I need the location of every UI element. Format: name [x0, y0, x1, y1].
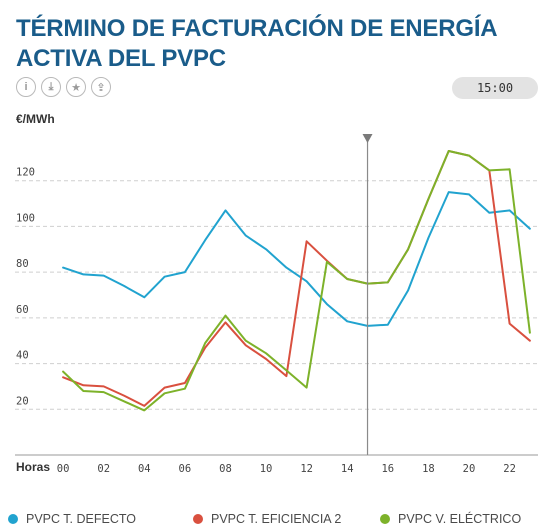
time-cursor-marker [362, 134, 373, 143]
series-line-2 [62, 150, 531, 407]
x-tick-label: 14 [341, 463, 354, 475]
x-tick-label: 04 [138, 463, 151, 475]
legend-item-2[interactable]: PVPC T. EFICIENCIA 2 [193, 512, 341, 526]
legend-label: PVPC V. ELÉCTRICO [398, 512, 522, 526]
legend-item-3[interactable]: PVPC V. ELÉCTRICO [380, 512, 521, 526]
info-icon[interactable]: i [16, 77, 36, 97]
legend-dot [380, 514, 390, 524]
x-tick-label: 22 [503, 463, 516, 475]
y-axis-label: €/MWh [16, 112, 55, 126]
x-tick-label: 00 [57, 463, 70, 475]
y-tick-label: 80 [16, 258, 29, 270]
legend-dot [8, 514, 18, 524]
x-tick-label: 08 [219, 463, 232, 475]
y-tick-label: 120 [16, 167, 35, 179]
x-axis-label: Horas [16, 460, 50, 474]
legend-label: PVPC T. EFICIENCIA 2 [211, 512, 342, 526]
series-line-1 [62, 191, 531, 327]
action-icons: i ⤓ ★ ⇪ [16, 77, 111, 97]
y-tick-label: 40 [16, 350, 29, 362]
y-tick-label: 60 [16, 304, 29, 316]
line-chart: 20 40 60 80 100 120 Horas 00 02 04 06 08 10 12 14 16 18 2… [15, 134, 538, 475]
download-icon[interactable]: ⤓ [41, 77, 61, 97]
x-tick-label: 16 [381, 463, 394, 475]
x-tick-label: 12 [300, 463, 313, 475]
y-tick-label: 100 [16, 212, 35, 224]
chart-title: TÉRMINO DE FACTURACIÓN DE ENERGÍA ACTIVA… [16, 15, 497, 72]
x-tick-label: 18 [422, 463, 435, 475]
legend-label: PVPC T. DEFECTO [26, 512, 136, 526]
star-icon[interactable]: ★ [66, 77, 86, 97]
legend: PVPC T. DEFECTO PVPC T. EFICIENCIA 2 PVPC … [0, 512, 547, 531]
y-tick-label: 20 [16, 395, 29, 407]
time-badge[interactable]: 15:00 [452, 77, 538, 99]
x-tick-label: 10 [260, 463, 273, 475]
legend-dot [193, 514, 203, 524]
series-line-3 [62, 150, 531, 412]
x-tick-label: 02 [97, 463, 110, 475]
share-icon[interactable]: ⇪ [91, 77, 111, 97]
x-tick-label: 20 [463, 463, 476, 475]
x-tick-label: 06 [179, 463, 192, 475]
legend-item-1[interactable]: PVPC T. DEFECTO [8, 512, 136, 526]
